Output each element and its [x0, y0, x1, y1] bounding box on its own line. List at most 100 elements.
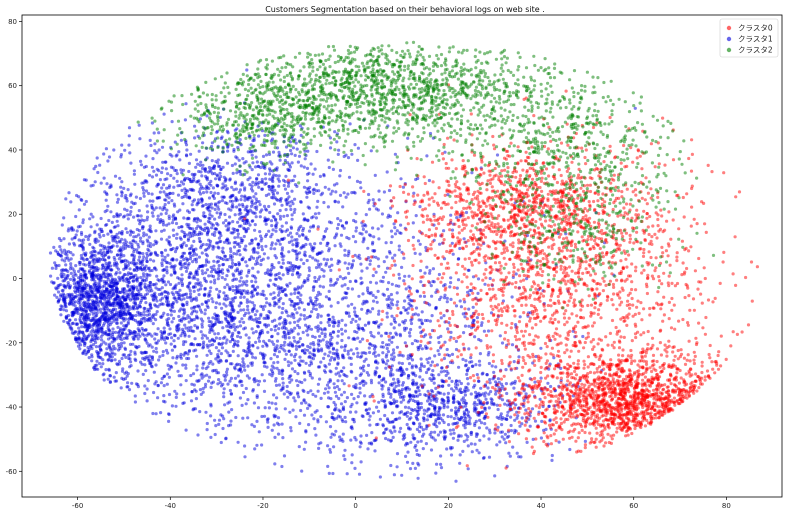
data-point	[280, 265, 284, 270]
data-point	[316, 259, 320, 263]
data-point	[299, 246, 303, 250]
data-point	[539, 346, 543, 350]
data-point	[164, 211, 168, 215]
data-point	[208, 343, 212, 347]
data-point	[143, 316, 147, 320]
data-point	[90, 254, 94, 258]
data-point	[294, 415, 298, 419]
data-point	[64, 268, 68, 272]
data-point	[252, 401, 256, 405]
data-point	[256, 324, 260, 328]
data-point	[407, 285, 411, 289]
data-point	[344, 323, 348, 327]
data-point	[293, 207, 297, 212]
data-point	[353, 306, 357, 310]
points-layer	[48, 40, 760, 483]
data-point	[226, 238, 230, 242]
data-point	[347, 336, 351, 340]
data-point	[219, 440, 223, 445]
data-point	[107, 155, 112, 159]
data-point	[389, 322, 393, 326]
data-point	[118, 298, 122, 302]
data-point	[331, 471, 335, 476]
data-point	[195, 368, 199, 372]
data-point	[207, 324, 211, 328]
data-point	[96, 239, 100, 243]
data-point	[354, 410, 358, 414]
data-point	[426, 361, 430, 365]
data-point	[128, 342, 133, 346]
data-point	[108, 380, 112, 384]
data-point	[246, 416, 250, 420]
data-point	[196, 278, 200, 282]
data-point	[268, 172, 272, 176]
data-point	[284, 319, 288, 323]
data-point	[257, 134, 261, 138]
data-point	[262, 293, 266, 297]
data-point	[346, 286, 350, 291]
data-point	[234, 415, 238, 420]
data-point	[289, 429, 293, 433]
data-point	[341, 432, 345, 436]
data-point	[98, 295, 102, 299]
data-point	[145, 218, 149, 222]
data-point	[217, 378, 221, 382]
data-point	[336, 362, 340, 366]
data-point	[202, 374, 206, 378]
data-point	[345, 472, 349, 476]
data-point	[222, 391, 226, 395]
data-point	[374, 281, 378, 285]
data-point	[79, 197, 83, 202]
data-point	[363, 323, 367, 327]
data-point	[346, 352, 350, 356]
data-point	[313, 212, 318, 216]
data-point	[255, 395, 259, 399]
data-point	[186, 352, 190, 356]
data-point	[289, 148, 293, 153]
data-point	[121, 367, 125, 371]
data-point	[130, 246, 134, 250]
data-point	[244, 386, 248, 391]
data-point	[318, 284, 322, 288]
data-point	[296, 291, 300, 295]
data-point	[184, 316, 188, 320]
data-point	[323, 185, 327, 189]
data-point	[266, 417, 270, 421]
data-point	[352, 397, 356, 401]
data-point	[213, 217, 217, 221]
data-point	[272, 423, 276, 427]
chart-title: Customers Segmentation based on their be…	[265, 5, 545, 14]
data-point	[136, 369, 140, 373]
data-point	[233, 328, 237, 332]
data-point	[439, 316, 443, 320]
data-point	[302, 253, 306, 257]
data-point	[329, 257, 333, 261]
data-point	[300, 401, 304, 405]
data-point	[93, 180, 97, 184]
data-point	[306, 276, 310, 281]
data-point	[102, 272, 107, 276]
data-point	[160, 254, 164, 258]
data-point	[239, 276, 243, 280]
data-point	[145, 292, 149, 296]
data-point	[172, 309, 176, 313]
data-point	[124, 227, 128, 231]
data-point	[142, 255, 146, 259]
data-point	[78, 224, 82, 228]
data-point	[322, 369, 327, 373]
data-point	[268, 278, 272, 282]
data-point	[281, 381, 285, 385]
data-point	[281, 302, 285, 306]
data-point	[204, 258, 209, 262]
data-point	[139, 267, 144, 271]
data-point	[60, 223, 64, 227]
data-point	[319, 396, 323, 400]
data-point	[166, 292, 170, 296]
data-point	[418, 252, 422, 256]
data-point	[151, 411, 155, 416]
data-point	[322, 356, 326, 360]
data-point	[76, 311, 80, 316]
data-point	[266, 420, 270, 424]
data-point	[235, 286, 239, 290]
data-point	[165, 265, 169, 269]
